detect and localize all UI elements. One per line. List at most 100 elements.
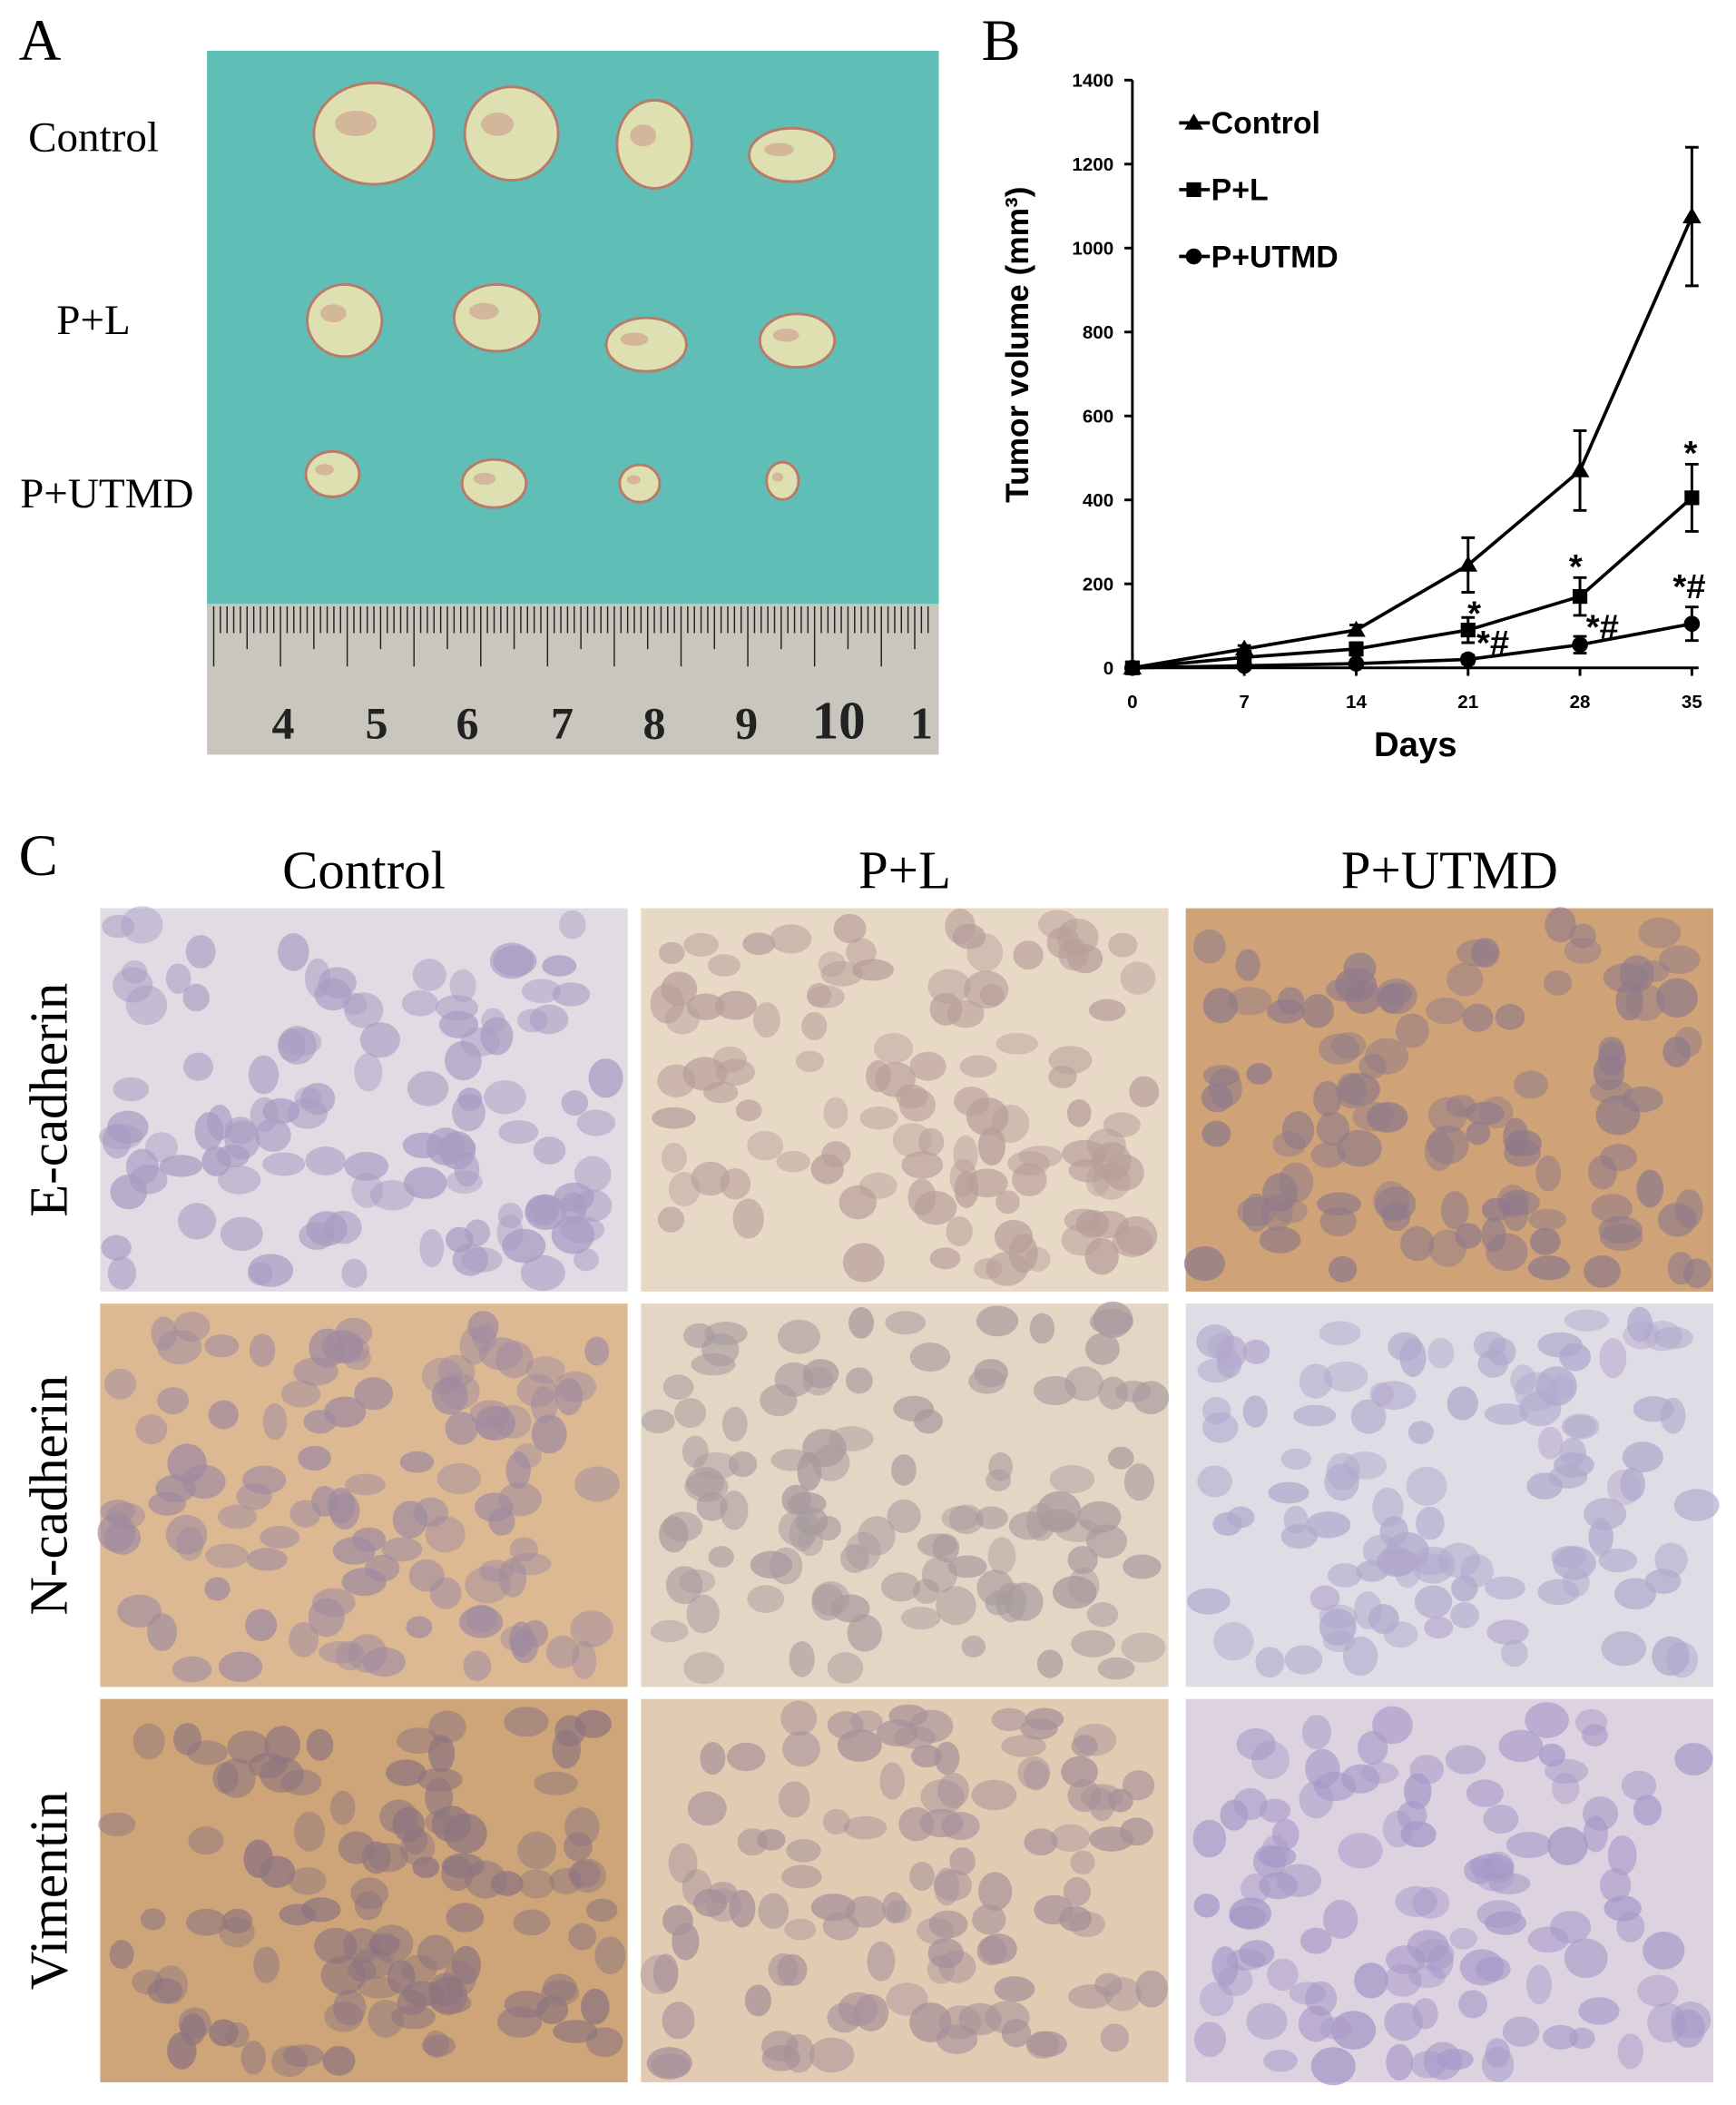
cell-nucleus — [478, 1337, 524, 1371]
cell-nucleus — [941, 1812, 980, 1841]
cell-nucleus — [431, 1376, 468, 1415]
cell-nucleus — [1447, 962, 1484, 997]
cell-nucleus — [1638, 917, 1682, 949]
y-tick-label: 1000 — [1072, 239, 1113, 260]
cell-nucleus — [1506, 1832, 1552, 1858]
row-label: N-cadherin — [20, 1375, 79, 1616]
cell-nucleus — [705, 1888, 742, 1923]
cell-nucleus — [343, 1345, 371, 1371]
cell-nucleus — [750, 1550, 793, 1579]
cell-nucleus — [444, 1040, 482, 1081]
cell-nucleus — [1578, 1997, 1620, 2025]
cell-nucleus — [683, 932, 720, 957]
cell-nucleus — [1309, 1585, 1340, 1611]
cell-nucleus — [1024, 1828, 1058, 1856]
legend-marker — [1186, 182, 1201, 198]
cell-nucleus — [1193, 1894, 1221, 1918]
cell-nucleus — [1542, 2024, 1579, 2051]
cell-nucleus — [480, 1017, 514, 1056]
cell-nucleus — [1367, 1101, 1408, 1133]
cell-nucleus — [1108, 932, 1138, 958]
cell-nucleus — [497, 1202, 524, 1229]
cell-nucleus — [901, 1151, 944, 1179]
cell-nucleus — [770, 924, 812, 954]
ruler-label: 5 — [365, 698, 387, 749]
data-point — [1348, 655, 1365, 672]
cell-nucleus — [533, 1136, 566, 1165]
cell-nucleus — [1607, 1835, 1637, 1875]
tumor-spot — [319, 304, 347, 323]
legend-label: P+L — [1211, 173, 1269, 208]
ruler — [207, 604, 939, 755]
cell-nucleus — [1485, 1576, 1525, 1600]
cell-nucleus — [513, 1909, 551, 1936]
cell-nucleus — [1476, 1900, 1522, 1928]
cell-nucleus — [1372, 1487, 1404, 1528]
cell-nucleus — [1246, 1063, 1272, 1085]
cell-nucleus — [1535, 1155, 1562, 1192]
cell-nucleus — [204, 1334, 240, 1358]
cell-nucleus — [1037, 910, 1078, 939]
cell-nucleus — [287, 1097, 328, 1129]
cell-nucleus — [1674, 1742, 1713, 1775]
cell-nucleus — [1404, 1773, 1432, 1810]
cell-nucleus — [1561, 1413, 1600, 1440]
cell-nucleus — [1073, 1723, 1117, 1756]
cell-nucleus — [525, 1356, 565, 1384]
cell-nucleus — [1368, 1604, 1399, 1634]
cell-nucleus — [428, 1972, 463, 2007]
cell-nucleus — [917, 1533, 957, 1558]
cell-nucleus — [845, 1367, 873, 1394]
cell-nucleus — [820, 960, 864, 987]
cell-nucleus — [708, 1546, 734, 1569]
cell-nucleus — [1197, 1465, 1232, 1498]
cell-nucleus — [260, 1756, 304, 1793]
cell-nucleus — [1437, 1542, 1480, 1579]
cell-nucleus — [504, 1707, 549, 1737]
cell-nucleus — [240, 2041, 266, 2075]
cell-nucleus — [576, 1109, 616, 1136]
cell-nucleus — [437, 1354, 476, 1389]
cell-nucleus — [1272, 1131, 1306, 1157]
cell-nucleus — [504, 1991, 549, 2019]
cell-nucleus — [209, 2019, 239, 2047]
series-line — [1132, 622, 1692, 670]
cell-nucleus — [972, 1903, 1006, 1935]
cell-nucleus — [1268, 1481, 1309, 1504]
cell-nucleus — [107, 1110, 149, 1144]
cell-nucleus — [428, 1735, 456, 1773]
cell-nucleus — [368, 1843, 409, 1873]
cell-nucleus — [1587, 1155, 1617, 1190]
cell-nucleus — [186, 1740, 229, 1766]
tumor-spot — [630, 124, 657, 147]
cell-nucleus — [1227, 987, 1272, 1016]
cell-nucleus — [368, 2000, 405, 2038]
cell-nucleus — [1502, 2016, 1540, 2047]
ruler-label: 6 — [456, 698, 479, 749]
cell-nucleus — [1025, 1707, 1064, 1731]
cell-nucleus — [1202, 988, 1239, 1024]
cell-nucleus — [994, 1976, 1035, 2002]
cell-nucleus — [1319, 1033, 1360, 1065]
cell-nucleus — [1440, 1191, 1469, 1230]
cell-nucleus — [1283, 1505, 1309, 1534]
cell-nucleus — [900, 1607, 941, 1630]
cell-nucleus — [1086, 1601, 1119, 1628]
cell-nucleus — [1235, 949, 1260, 981]
cell-nucleus — [1289, 1982, 1327, 2005]
cell-nucleus — [344, 992, 384, 1028]
cell-nucleus — [220, 1216, 263, 1252]
cell-nucleus — [425, 1777, 454, 1817]
cell-nucleus — [262, 1402, 288, 1441]
column-header: P+L — [858, 841, 951, 900]
cell-nucleus — [1013, 940, 1044, 970]
cell-nucleus — [423, 2030, 450, 2059]
cell-nucleus — [277, 1028, 307, 1062]
cell-nucleus — [977, 1872, 1013, 1912]
cell-nucleus — [1187, 1588, 1231, 1615]
cell-nucleus — [140, 1908, 166, 1931]
cell-nucleus — [1386, 2043, 1414, 2081]
ruler-label: 9 — [735, 698, 758, 749]
cell-nucleus — [1319, 1321, 1361, 1346]
data-point — [1349, 641, 1364, 657]
